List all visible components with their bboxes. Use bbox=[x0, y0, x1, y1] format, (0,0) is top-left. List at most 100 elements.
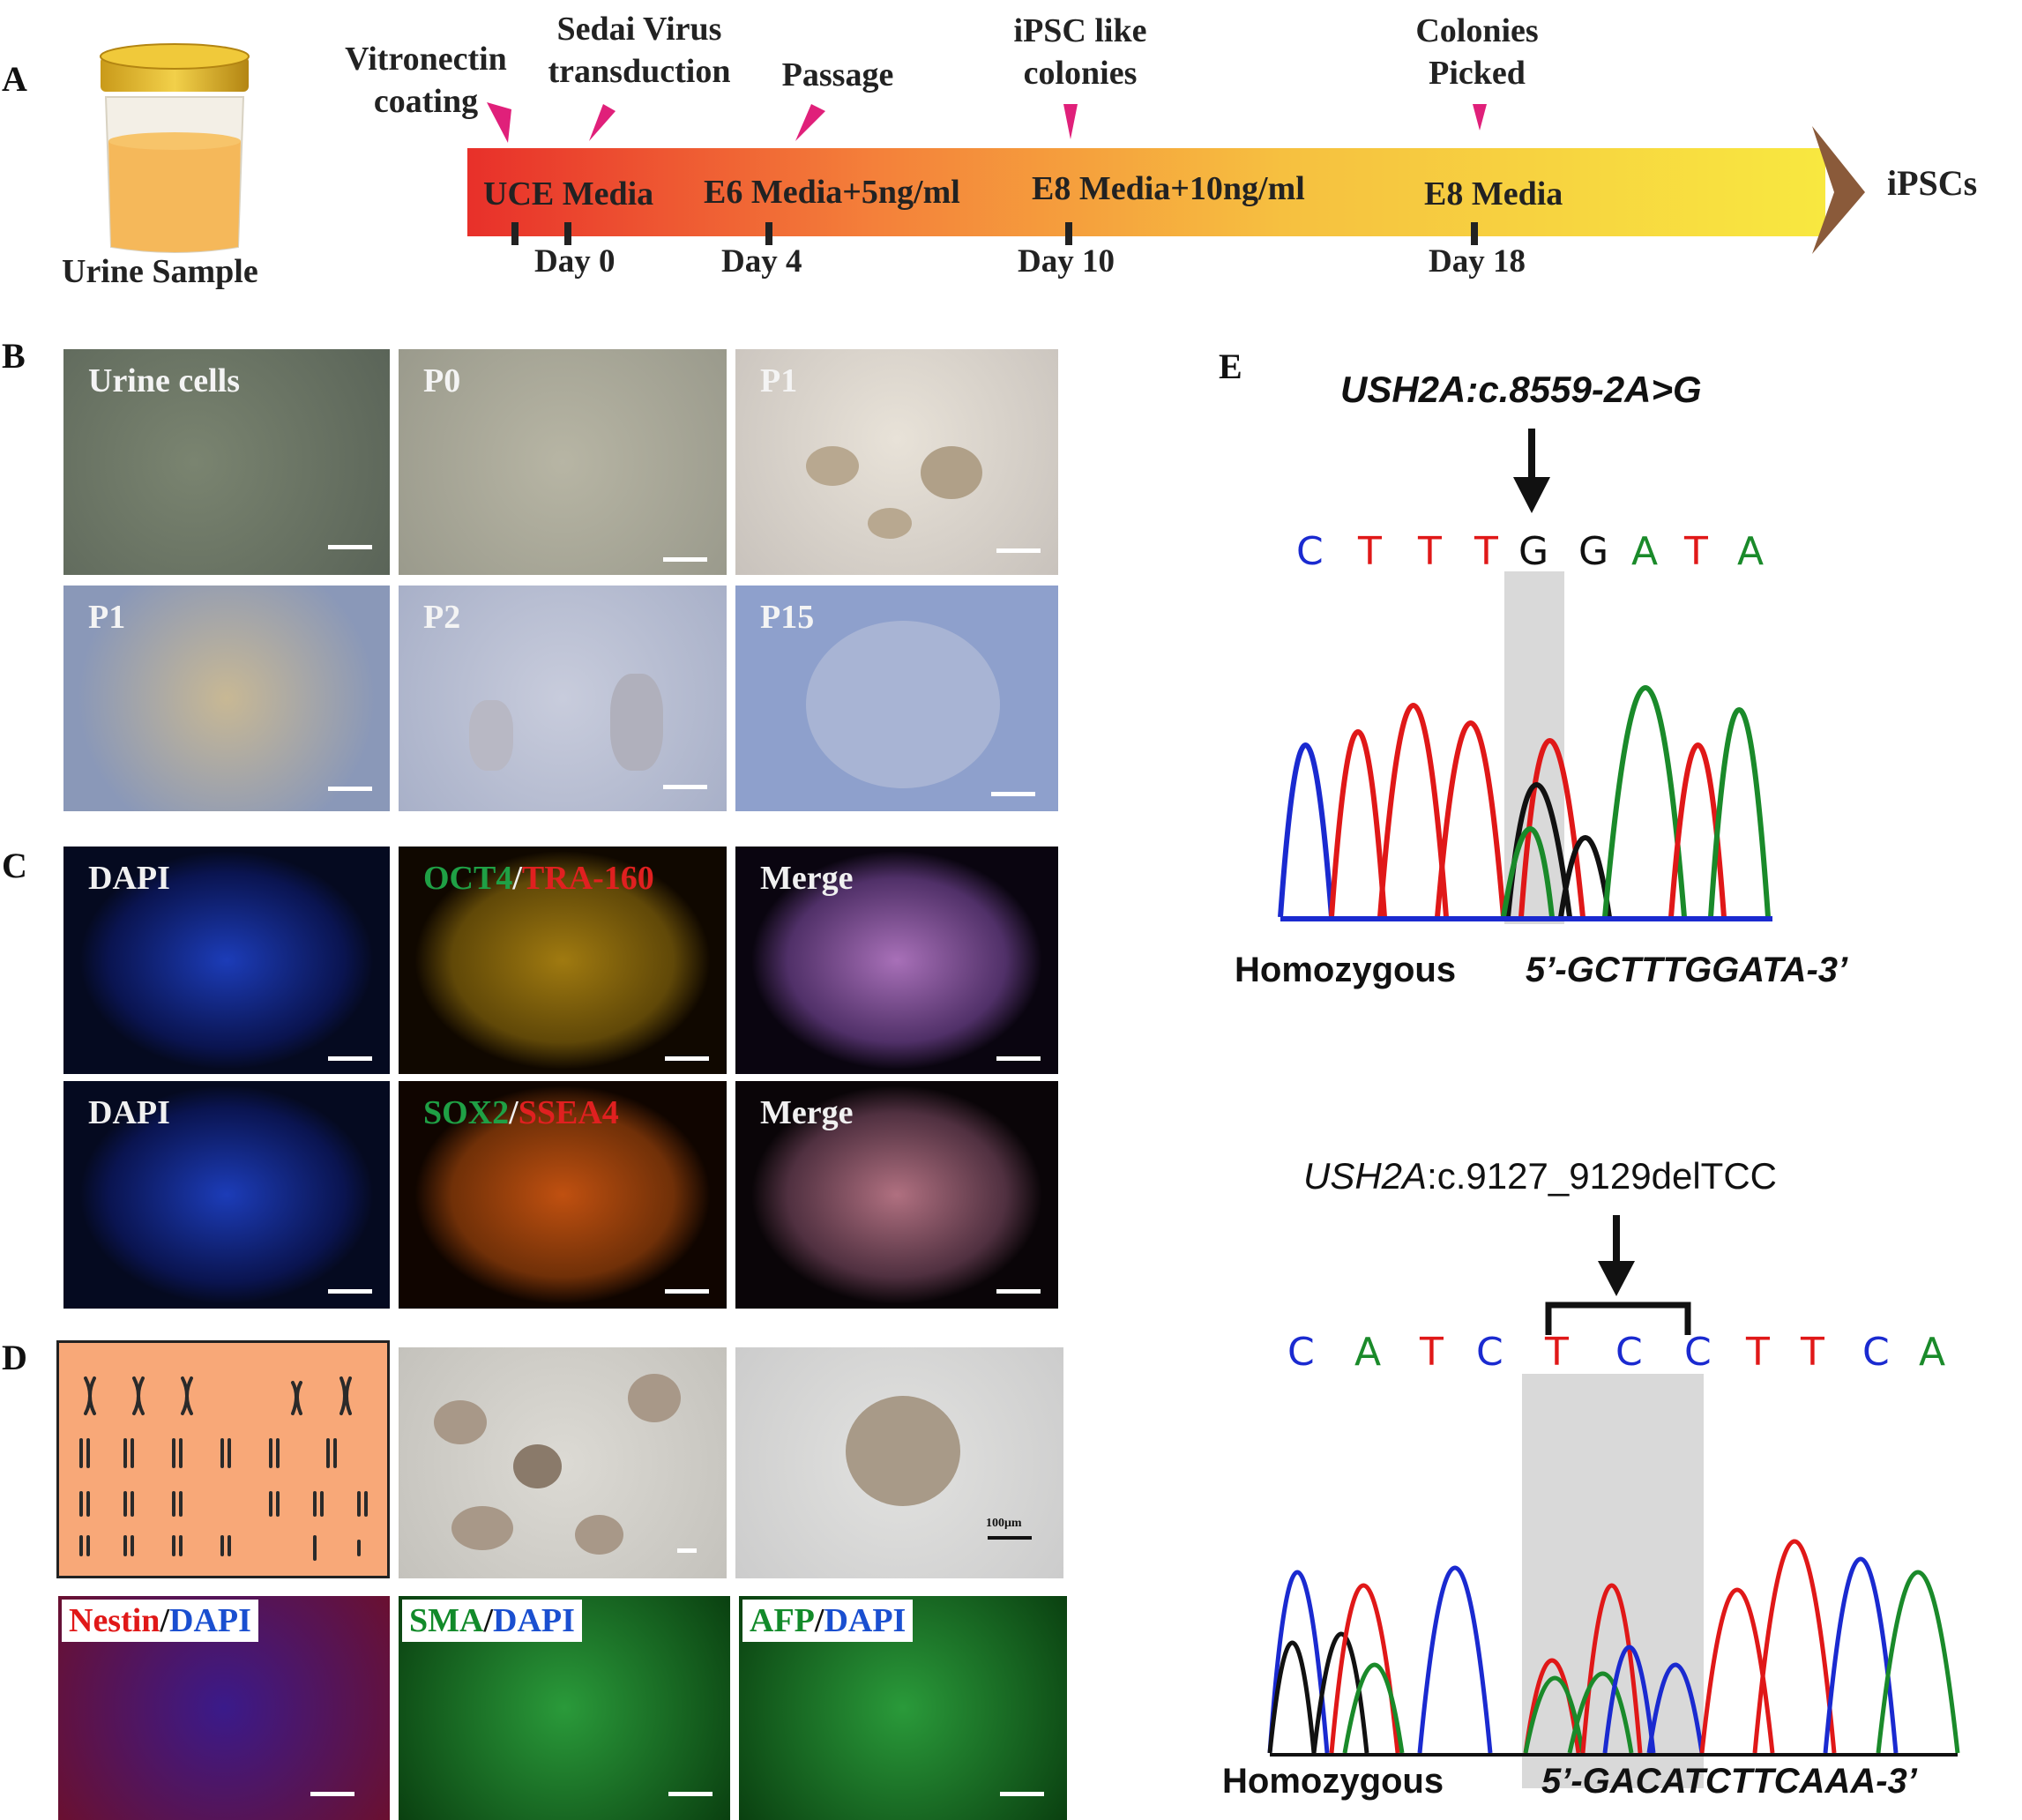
fluorescence-merge-1: Merge bbox=[735, 847, 1058, 1074]
base-call: C bbox=[1287, 1330, 1315, 1375]
panel-label-a: A bbox=[2, 59, 27, 99]
marker-icon bbox=[1063, 104, 1078, 139]
base-call: C bbox=[1684, 1330, 1712, 1375]
embryoid-bodies-image bbox=[399, 1347, 727, 1578]
scale-bar bbox=[328, 1056, 372, 1061]
highlight-box-bottom bbox=[1522, 1374, 1704, 1788]
media-uce: UCE Media bbox=[483, 175, 654, 213]
mutation-title-bottom: USH2A:c.9127_9129delTCC bbox=[1303, 1155, 1777, 1197]
base-call: A bbox=[1919, 1330, 1946, 1375]
scale-bar bbox=[996, 1056, 1041, 1061]
base-call: T bbox=[1420, 1330, 1444, 1375]
base-call: A bbox=[1631, 529, 1659, 574]
base-call: C bbox=[1476, 1330, 1503, 1375]
panel-label-e: E bbox=[1219, 347, 1242, 386]
scale-bar bbox=[663, 785, 707, 789]
scale-bar bbox=[310, 1792, 354, 1796]
base-calls-top: C T T T G G A T A bbox=[1279, 529, 1772, 582]
scale-bar bbox=[668, 1792, 713, 1796]
chromatogram-bottom bbox=[1267, 1539, 1960, 1757]
base-call: C bbox=[1862, 1330, 1890, 1375]
base-call: C bbox=[1615, 1330, 1643, 1375]
marker-icon bbox=[1473, 104, 1487, 131]
base-call: T bbox=[1474, 529, 1498, 574]
base-call: C bbox=[1296, 529, 1324, 574]
step-passage: Passage bbox=[781, 56, 894, 93]
sequence-top: 5’-GCTTTGGATA-3’ bbox=[1526, 951, 1848, 989]
scale-bar bbox=[328, 787, 372, 791]
media-e6: E6 Media+5ng/ml bbox=[704, 174, 960, 211]
media-e8-10: E8 Media+10ng/ml bbox=[1032, 170, 1305, 207]
base-call: G bbox=[1578, 529, 1609, 574]
urine-sample-jar-icon bbox=[100, 43, 250, 253]
scale-bar bbox=[996, 548, 1041, 553]
base-call: T bbox=[1801, 1330, 1824, 1375]
urine-sample-label: Urine Sample bbox=[62, 253, 258, 290]
micrograph-p2: P2 bbox=[399, 586, 727, 811]
fluorescence-dapi-2: DAPI bbox=[63, 1081, 390, 1309]
day-0-label: Day 0 bbox=[534, 243, 616, 280]
day-tick bbox=[564, 222, 571, 245]
fluorescence-merge-2: Merge bbox=[735, 1081, 1058, 1309]
media-e8: E8 Media bbox=[1424, 175, 1563, 213]
down-arrow-icon bbox=[1513, 429, 1550, 513]
micrograph-urine-cells: Urine cells bbox=[63, 349, 390, 575]
step-colonies-picked: Colonies Picked bbox=[1415, 12, 1539, 92]
scale-bar bbox=[988, 1536, 1032, 1540]
timeline-arrow bbox=[467, 126, 1865, 254]
panel-label-b: B bbox=[2, 336, 26, 376]
day-18-label: Day 18 bbox=[1429, 243, 1526, 280]
micrograph-p0: P0 bbox=[399, 349, 727, 575]
step-sedai: Sedai Virus transduction bbox=[548, 11, 731, 90]
fluorescence-dapi-1: DAPI bbox=[63, 847, 390, 1074]
chromatogram-top bbox=[1278, 685, 1772, 921]
micrograph-p1-a: P1 bbox=[735, 349, 1058, 575]
base-call: T bbox=[1746, 1330, 1770, 1375]
day-tick bbox=[765, 222, 772, 245]
day-10-label: Day 10 bbox=[1018, 243, 1115, 280]
scale-bar bbox=[663, 557, 707, 562]
scale-bar bbox=[1000, 1792, 1044, 1796]
immunostain-nestin: Nestin/DAPI bbox=[58, 1596, 390, 1820]
zygosity-top: Homozygous bbox=[1235, 951, 1457, 989]
zygosity-bottom: Homozygous bbox=[1222, 1762, 1444, 1801]
fluorescence-sox2-ssea4: SOX2/SSEA4 bbox=[399, 1081, 727, 1309]
base-call: T bbox=[1545, 1330, 1569, 1375]
scale-bar bbox=[996, 1289, 1041, 1294]
micrograph-p1-b: P1 bbox=[63, 586, 390, 811]
embryoid-body-single-image: 100μm bbox=[735, 1347, 1063, 1578]
step-ipsc-colonies: iPSC like colonies bbox=[1013, 12, 1147, 92]
panel-label-d: D bbox=[2, 1338, 27, 1377]
base-call: T bbox=[1684, 529, 1708, 574]
micrograph-p15: P15 bbox=[735, 586, 1058, 811]
base-call: T bbox=[1418, 529, 1442, 574]
scale-text: 100μm bbox=[986, 1517, 1022, 1530]
scale-bar bbox=[665, 1056, 709, 1061]
base-call: A bbox=[1737, 529, 1765, 574]
deletion-bracket bbox=[1545, 1302, 1691, 1335]
base-call: A bbox=[1354, 1330, 1382, 1375]
karyotype-image bbox=[56, 1340, 390, 1578]
scale-bar bbox=[665, 1289, 709, 1294]
scale-bar bbox=[991, 792, 1035, 796]
day-tick bbox=[1065, 222, 1072, 245]
down-arrow-icon bbox=[1598, 1215, 1635, 1296]
immunostain-afp: AFP/DAPI bbox=[739, 1596, 1067, 1820]
chromosome-icon bbox=[79, 1376, 368, 1561]
day-4-label: Day 4 bbox=[721, 243, 802, 280]
mutation-title-top: USH2A:c.8559-2A>G bbox=[1340, 369, 1702, 410]
immunostain-sma: SMA/DAPI bbox=[399, 1596, 730, 1820]
ipscs-endpoint-label: iPSCs bbox=[1887, 163, 1978, 203]
scale-bar bbox=[328, 1289, 372, 1294]
base-calls-bottom: C A T C T C C T T C A bbox=[1270, 1330, 1945, 1383]
base-call: G bbox=[1518, 529, 1549, 574]
day-tick bbox=[1471, 222, 1478, 245]
marker-icon bbox=[589, 104, 616, 141]
panel-label-c: C bbox=[2, 846, 27, 885]
marker-icon bbox=[487, 102, 511, 143]
sequence-bottom: 5’-GACATCTTCAAA-3’ bbox=[1541, 1762, 1917, 1801]
marker-icon bbox=[795, 104, 825, 141]
fluorescence-oct4-tra160: OCT4/TRA-160 bbox=[399, 847, 727, 1074]
scale-bar bbox=[677, 1548, 697, 1553]
day-tick bbox=[511, 222, 519, 245]
